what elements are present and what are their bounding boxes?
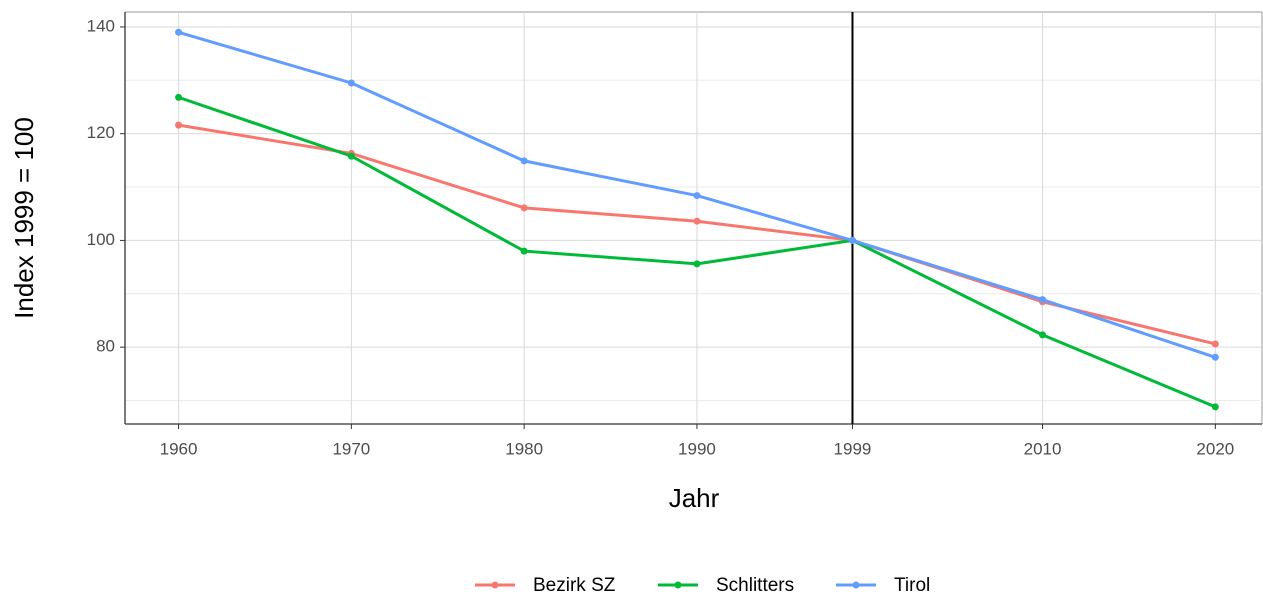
series-point bbox=[1211, 340, 1219, 348]
legend-point bbox=[852, 581, 860, 589]
y-tick-label: 80 bbox=[96, 337, 115, 356]
legend-point bbox=[674, 581, 682, 589]
x-tick-label: 2020 bbox=[1196, 439, 1234, 458]
series-point bbox=[347, 152, 355, 160]
series-point bbox=[520, 157, 528, 165]
x-axis-title: Jahr bbox=[669, 483, 720, 513]
y-axis-title: Index 1999 = 100 bbox=[9, 117, 39, 319]
series-point bbox=[1211, 403, 1219, 411]
series-point bbox=[693, 217, 701, 225]
series-point bbox=[520, 204, 528, 212]
series-point bbox=[175, 28, 183, 36]
legend-text: Tirol bbox=[894, 575, 930, 596]
x-tick-label: 1980 bbox=[505, 439, 543, 458]
series-point bbox=[520, 247, 528, 255]
x-tick-label: 1970 bbox=[332, 439, 370, 458]
y-tick-label: 140 bbox=[87, 16, 115, 35]
x-tick-label: 1960 bbox=[160, 439, 198, 458]
series-point bbox=[175, 93, 183, 101]
legend-text: Schlitters bbox=[716, 575, 794, 596]
series-point bbox=[1039, 296, 1047, 304]
series-point bbox=[693, 260, 701, 268]
series-point bbox=[693, 192, 701, 200]
series-point bbox=[848, 236, 856, 244]
y-tick-label: 120 bbox=[87, 123, 115, 142]
x-tick-label: 2010 bbox=[1024, 439, 1062, 458]
series-point bbox=[1039, 331, 1047, 339]
x-tick-label: 1990 bbox=[678, 439, 716, 458]
x-tick-label: 1999 bbox=[834, 439, 872, 458]
series-point bbox=[1211, 353, 1219, 361]
series-point bbox=[175, 121, 183, 129]
legend-text: Bezirk SZ bbox=[533, 575, 616, 596]
legend-point bbox=[491, 581, 499, 589]
series-point bbox=[347, 79, 355, 87]
y-tick-label: 100 bbox=[87, 230, 115, 249]
